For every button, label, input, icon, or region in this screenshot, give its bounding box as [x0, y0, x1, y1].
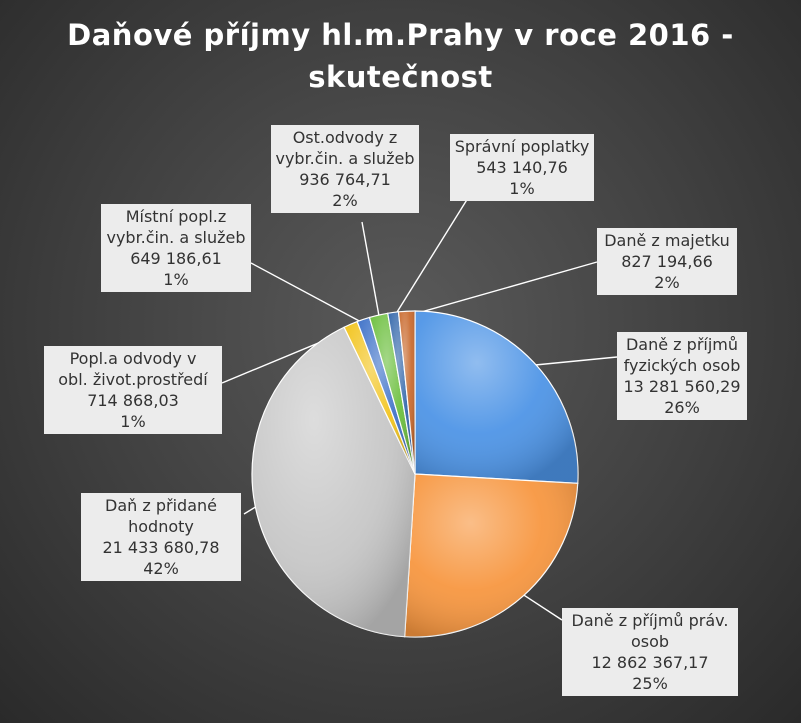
pie-slice-shading-3 [344, 321, 415, 474]
pie-slice-shading-7 [398, 311, 415, 474]
leader-line-0 [529, 356, 618, 367]
pie-slice-shading-0 [415, 311, 578, 484]
data-label-mistni-popl: Místní popl.z vybr.čin. a služeb 649 186… [101, 204, 251, 292]
leader-line-6 [393, 197, 469, 318]
leader-line-1 [519, 591, 563, 621]
data-label-dan-z-pridane-hodnoty: Daň z přidané hodnoty 21 433 680,78 42% [81, 493, 241, 581]
pie-slice-shading-6 [387, 311, 415, 474]
pie-slice-shading-4 [357, 317, 415, 474]
data-label-dane-z-prijmu-fyzickych-osob: Daně z příjmů fyzických osob 13 281 560,… [617, 332, 747, 420]
leader-line-5 [361, 221, 381, 321]
pie-slice-shading-5 [369, 313, 415, 474]
data-label-spravni-poplatky: Správní poplatky 543 140,76 1% [450, 134, 594, 201]
data-label-dane-z-majetku: Daně z majetku 827 194,66 2% [597, 228, 737, 295]
leader-lines [221, 197, 618, 621]
pie-slices [251, 310, 579, 638]
chart-title-line-1: Daňové příjmy hl.m.Prahy v roce 2016 - [67, 18, 734, 52]
pie-slice-shading-2 [251, 327, 415, 637]
data-label-popl-a-odvody-zivot-prostredi: Popl.a odvody v obl. život.prostředí 714… [44, 346, 222, 434]
leader-line-4 [250, 262, 366, 325]
chart-title: Daňové příjmy hl.m.Prahy v roce 2016 - s… [0, 14, 801, 98]
chart-title-line-2: skutečnost [308, 60, 493, 94]
data-label-dane-z-prijmu-prav-osob: Daně z příjmů práv. osob 12 862 367,17 2… [562, 608, 738, 696]
leader-line-7 [406, 261, 598, 317]
pie-slice-shading-1 [404, 474, 578, 638]
data-label-ost-odvody: Ost.odvody z vybr.čin. a služeb 936 764,… [271, 125, 419, 213]
